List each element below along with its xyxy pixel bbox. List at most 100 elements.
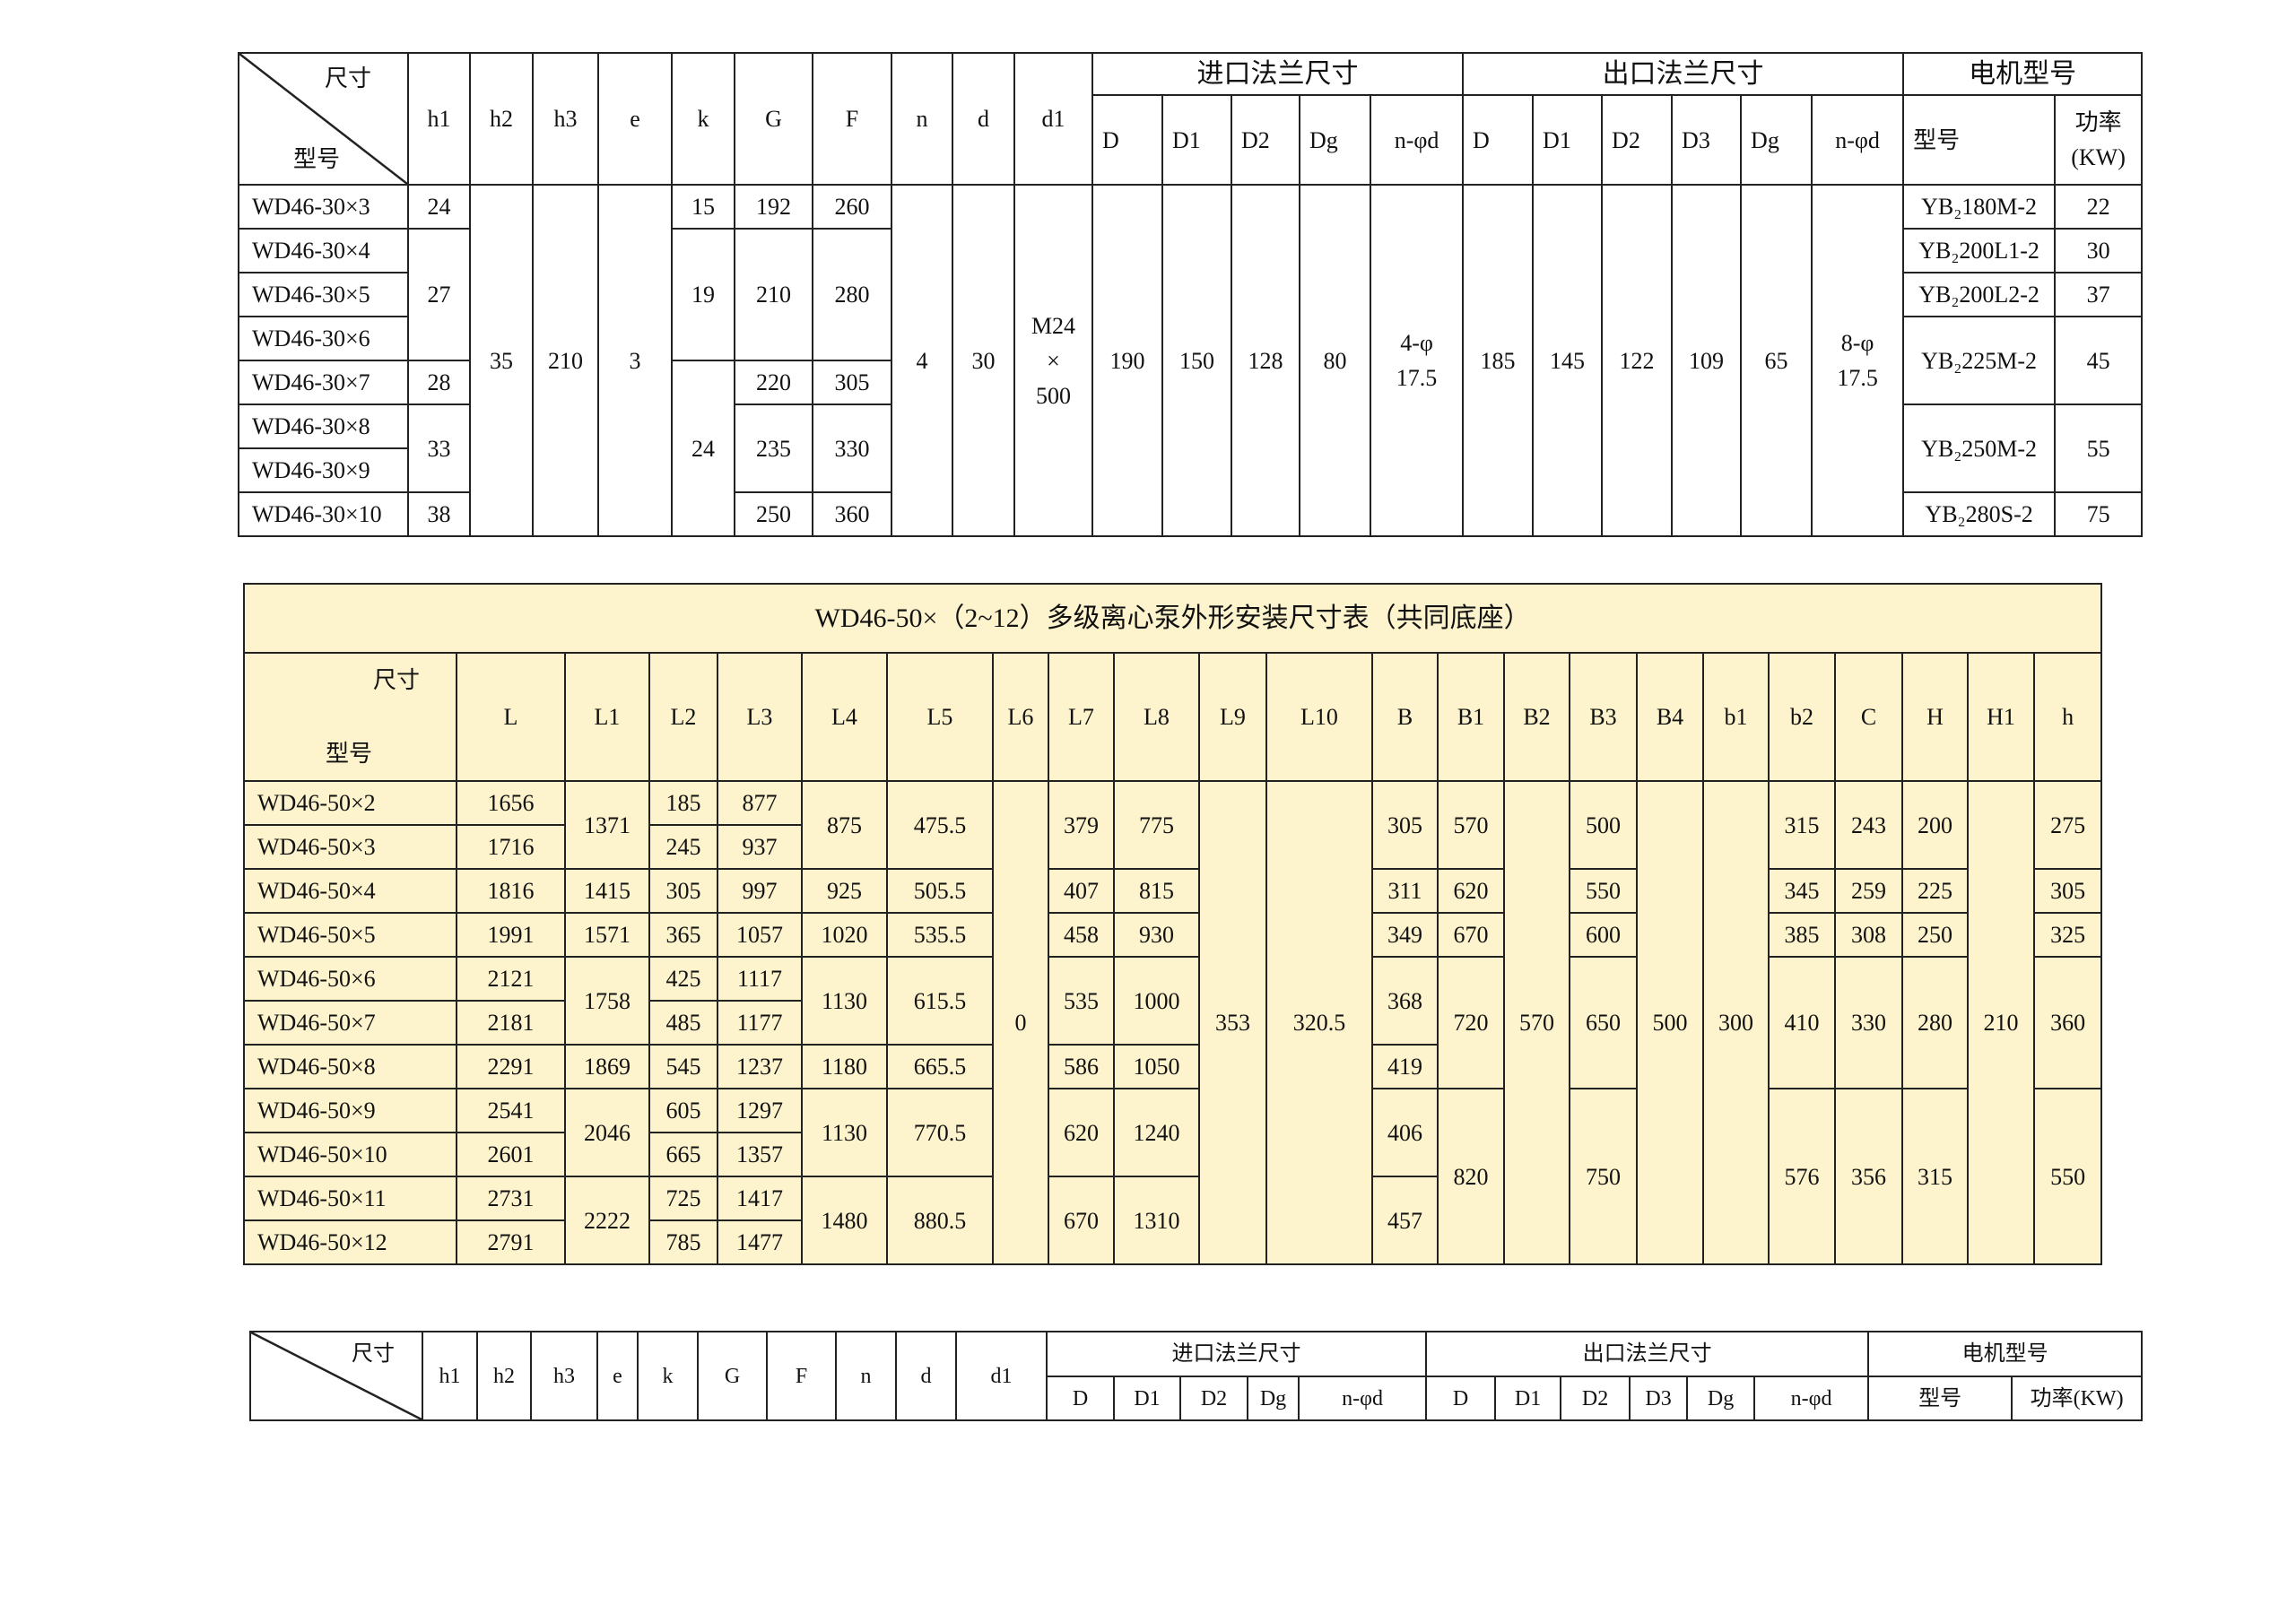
corner-label-size: 尺寸 xyxy=(324,65,371,91)
value-cell: 385 xyxy=(1768,912,1836,958)
value-cell: YB₂180M-2 xyxy=(1902,184,2057,230)
column-header: h3 xyxy=(530,1331,598,1421)
model-cell: WD46-50×8 xyxy=(243,1044,457,1089)
inlet-flange-group-header: 进口法兰尺寸 xyxy=(1091,52,1465,96)
value-cell: 545 xyxy=(648,1044,718,1089)
column-header: Dg xyxy=(1740,94,1813,186)
value-cell: 305 xyxy=(812,360,892,405)
value-cell: 80 xyxy=(1299,184,1371,537)
column-header: n xyxy=(835,1331,897,1421)
column-header: L9 xyxy=(1198,652,1267,782)
value-cell: 2181 xyxy=(456,1000,566,1046)
value-cell: 325 xyxy=(2032,912,2103,958)
value-cell: 210 xyxy=(1967,780,2035,1265)
column-header: B1 xyxy=(1437,652,1505,782)
inlet-flange-group-header: 进口法兰尺寸 xyxy=(1045,1331,1428,1377)
value-cell: 75 xyxy=(2054,491,2144,537)
column-header: b2 xyxy=(1768,652,1836,782)
table-row: WD46-50×9 2541 2046 605 1297 1130 770.5 620 1240… xyxy=(243,1088,2103,1265)
corner-label-model: 型号 xyxy=(326,741,373,767)
value-cell: 365 xyxy=(648,912,718,958)
pump-dimension-table-wd46-50: WD46-50×（2~12）多级离心泵外形安装尺寸表（共同底座） 尺寸 型号 L… xyxy=(242,583,2103,1265)
model-cell: WD46-50×3 xyxy=(243,824,457,870)
value-cell: 30 xyxy=(2054,228,2144,273)
value-cell: 406 xyxy=(1371,1088,1439,1177)
table-title: WD46-50×（2~12）多级离心泵外形安装尺寸表（共同底座） xyxy=(242,583,2103,654)
value-cell: 1297 xyxy=(717,1088,803,1133)
value-cell: 2791 xyxy=(456,1219,566,1265)
column-header: h1 xyxy=(407,52,471,186)
column-header: d xyxy=(895,1331,957,1421)
value-cell: 505.5 xyxy=(886,868,994,914)
column-header: B4 xyxy=(1636,652,1704,782)
model-cell: WD46-30×6 xyxy=(238,316,409,361)
value-cell: 665.5 xyxy=(886,1044,994,1089)
value-cell: 1415 xyxy=(564,868,650,914)
value-cell: 360 xyxy=(2032,956,2103,1089)
table-row: WD46-50×11 2731 2222 725 1417 1480 880.5 670 131… xyxy=(243,1176,2101,1265)
model-cell: WD46-30×5 xyxy=(238,272,409,317)
model-cell: WD46-30×10 xyxy=(238,491,409,537)
value-cell: 820 xyxy=(1437,1088,1505,1265)
table-row: WD46-30×4 27 19 210 280 YB₂200L1-2 30 xyxy=(238,228,2144,361)
column-header: L8 xyxy=(1113,652,1200,782)
value-cell: 45 xyxy=(2054,316,2144,405)
value-cell: 305 xyxy=(1371,780,1439,870)
value-cell: 33 xyxy=(407,404,471,493)
value-cell: 308 xyxy=(1834,912,1903,958)
value-cell: 650 xyxy=(1569,956,1638,1089)
value-cell: 19 xyxy=(671,228,735,361)
value-cell: 22 xyxy=(2054,184,2144,230)
value-cell: 315 xyxy=(1768,780,1836,870)
value-cell: 550 xyxy=(2032,1088,2103,1265)
column-header: H xyxy=(1901,652,1969,782)
value-cell: 750 xyxy=(1569,1088,1638,1265)
value-cell: 1130 xyxy=(801,1088,888,1177)
column-header: L xyxy=(456,652,566,782)
value-cell: 410 xyxy=(1768,956,1836,1089)
value-cell: 356 xyxy=(1834,1088,1903,1265)
value-cell: YB₂200L2-2 xyxy=(1902,272,2057,317)
value-cell: 185 xyxy=(1462,184,1535,537)
table-row: WD46-50×12 2791 785 1477 xyxy=(243,1219,2101,1265)
value-cell: 725 xyxy=(648,1176,718,1221)
motor-group-header: 电机型号 xyxy=(1902,52,2144,96)
column-header: L3 xyxy=(717,652,803,782)
corner-header: 尺寸 xyxy=(249,1331,423,1421)
value-cell: 1571 xyxy=(564,912,650,958)
value-cell: 3 xyxy=(597,184,673,537)
value-cell: 419 xyxy=(1371,1044,1439,1089)
column-header: k xyxy=(671,52,735,186)
column-header: d1 xyxy=(1013,52,1093,186)
model-cell: WD46-50×9 xyxy=(243,1088,457,1133)
value-cell: 2222 xyxy=(564,1176,650,1265)
column-header: D3 xyxy=(1671,94,1743,186)
value-cell: 1310 xyxy=(1113,1176,1200,1265)
value-cell: 280 xyxy=(1901,956,1969,1089)
value-cell: 2601 xyxy=(456,1132,566,1177)
column-header: L6 xyxy=(992,652,1049,782)
value-cell: 720 xyxy=(1437,956,1505,1089)
value-cell: 210 xyxy=(734,228,813,361)
pump-dimension-table-wd46-30: 尺寸 型号 h1 h2 h3 e k G F n d d1 进口法兰尺寸 出口法… xyxy=(238,52,2144,537)
value-cell: 145 xyxy=(1532,184,1604,537)
value-cell: 605 xyxy=(648,1088,718,1133)
column-header: L4 xyxy=(801,652,888,782)
value-cell: 600 xyxy=(1569,912,1638,958)
value-cell: 1020 xyxy=(801,912,888,958)
value-cell: 210 xyxy=(532,184,599,537)
value-cell: 877 xyxy=(717,780,803,826)
value-cell: 260 xyxy=(812,184,892,230)
column-header: B3 xyxy=(1569,652,1638,782)
corner-label-size: 尺寸 xyxy=(372,667,420,693)
value-cell: 0 xyxy=(992,780,1049,1265)
model-cell: WD46-30×8 xyxy=(238,404,409,449)
column-header: Dg xyxy=(1686,1376,1756,1421)
value-cell: 620 xyxy=(1048,1088,1115,1177)
value-cell: 500 xyxy=(1569,780,1638,870)
value-cell: 27 xyxy=(407,228,471,361)
column-header: C xyxy=(1834,652,1903,782)
value-cell: 259 xyxy=(1834,868,1903,914)
column-header: D2 xyxy=(1231,94,1300,186)
value-cell: 570 xyxy=(1503,780,1570,1265)
